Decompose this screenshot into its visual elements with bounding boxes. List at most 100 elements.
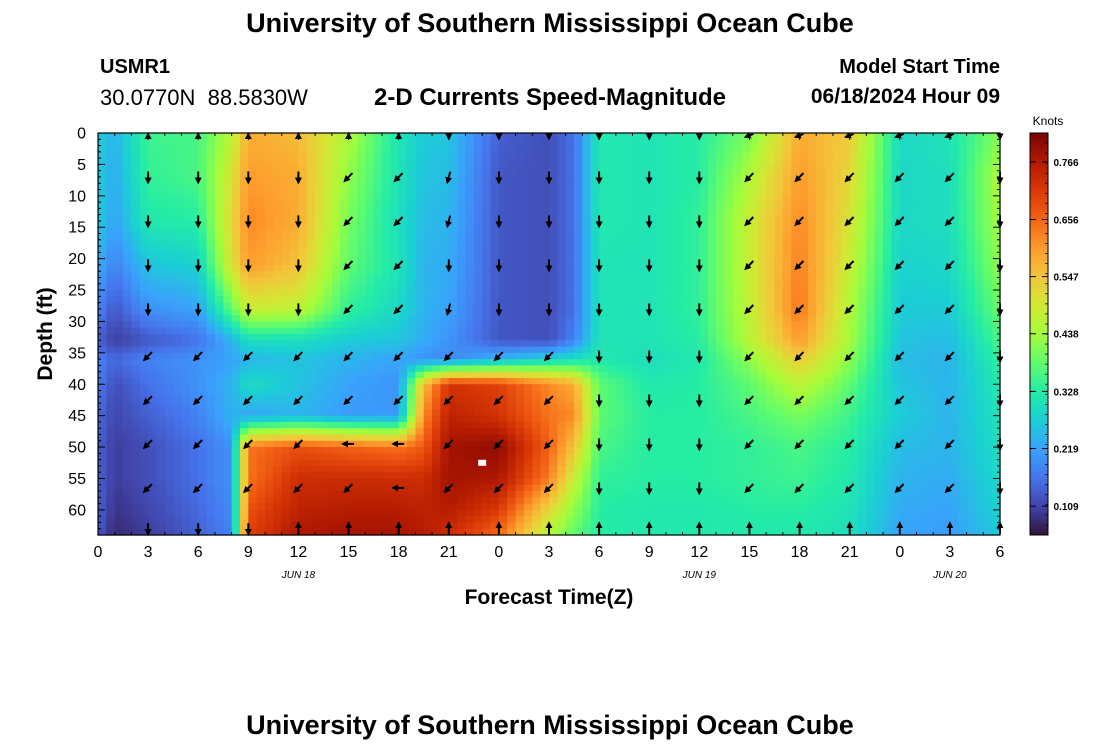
heatmap-cell [699,277,709,285]
heatmap-cell [741,371,751,379]
heatmap-cell [565,233,575,241]
heatmap-cell [774,189,784,197]
heatmap-cell [181,264,191,272]
heatmap-cell [858,220,867,228]
heatmap-cell [473,189,483,197]
heatmap-cell [741,277,751,285]
heatmap-cell [766,246,776,253]
heatmap-cell [732,384,742,392]
heatmap-cell [239,227,249,235]
heatmap-cell [373,371,383,379]
heatmap-cell [490,308,500,316]
heatmap-cell [457,302,467,310]
heatmap-cell [549,346,558,354]
heatmap-cell [181,271,191,279]
heatmap-cell [599,315,609,323]
heatmap-cell [256,396,266,404]
heatmap-cell [665,396,675,404]
heatmap-cell [498,170,508,178]
heatmap-cell [640,239,650,247]
heatmap-cell [381,246,391,253]
heatmap-cell [941,359,951,367]
heatmap-cell [849,246,859,253]
heatmap-cell [883,396,893,404]
heatmap-cell [440,365,450,373]
heatmap-cell [674,384,684,392]
heatmap-cell [615,264,625,272]
heatmap-cell [774,308,784,316]
heatmap-cell [432,239,442,247]
heatmap-cell [482,384,492,392]
heatmap-cell [448,195,458,203]
heatmap-cell [465,390,475,398]
heatmap-cell [816,271,826,279]
heatmap-cell [716,371,725,379]
heatmap-cell [373,277,383,285]
heatmap-cell [732,403,742,410]
heatmap-cell [532,246,542,253]
heatmap-cell [373,227,383,235]
heatmap-cell [657,390,667,398]
heatmap-cell [214,302,224,310]
heatmap-cell [807,371,817,379]
heatmap-cell [181,327,191,335]
heatmap-cell [582,246,592,253]
heatmap-cell [423,377,433,385]
heatmap-cell [281,308,291,316]
heatmap-cell [239,277,249,285]
heatmap-cell [198,158,208,166]
heatmap-cell [557,195,567,203]
heatmap-cell [716,208,725,216]
heatmap-cell [549,327,558,335]
heatmap-cell [941,258,951,266]
heatmap-cell [273,271,283,279]
heatmap-cell [774,277,784,285]
heatmap-cell [716,145,725,153]
heatmap-cell [732,327,742,335]
heatmap-cell [874,340,884,348]
heatmap-cell [239,334,249,341]
heatmap-cell [949,271,959,279]
heatmap-cell [323,264,333,272]
heatmap-cell [799,220,809,228]
heatmap-cell [991,403,1001,410]
heatmap-cell [690,264,700,272]
heatmap-cell [106,390,116,398]
heatmap-cell [582,321,592,329]
heatmap-cell [674,233,684,241]
heatmap-cell [198,340,208,348]
heatmap-cell [741,359,751,367]
heatmap-cell [941,158,951,166]
heatmap-cell [465,352,475,360]
heatmap-cell [290,133,300,140]
heatmap-cell [866,409,876,417]
heatmap-cell [916,302,926,310]
heatmap-cell [707,302,717,310]
heatmap-cell [883,327,893,335]
heatmap-cell [239,202,249,209]
heatmap-cell [415,290,425,297]
heatmap-cell [649,170,659,178]
heatmap-cell [298,365,308,373]
heatmap-cell [841,403,851,410]
heatmap-cell [532,308,542,316]
heatmap-cell [991,214,1001,222]
heatmap-cell [665,170,675,178]
heatmap-cell [741,384,751,392]
heatmap-cell [123,208,133,216]
heatmap-cell [657,384,667,392]
heatmap-cell [465,384,475,392]
heatmap-cell [782,202,792,209]
heatmap-cell [699,409,709,417]
heatmap-cell [306,195,316,203]
heatmap-cell [649,176,659,184]
heatmap-cell [640,183,650,191]
heatmap-cell [306,409,316,417]
heatmap-cell [916,208,926,216]
heatmap-cell [473,195,483,203]
heatmap-cell [131,315,141,323]
heatmap-cell [599,371,609,379]
heatmap-cell [690,214,700,222]
heatmap-cell [231,403,241,410]
heatmap-cell [615,139,625,147]
